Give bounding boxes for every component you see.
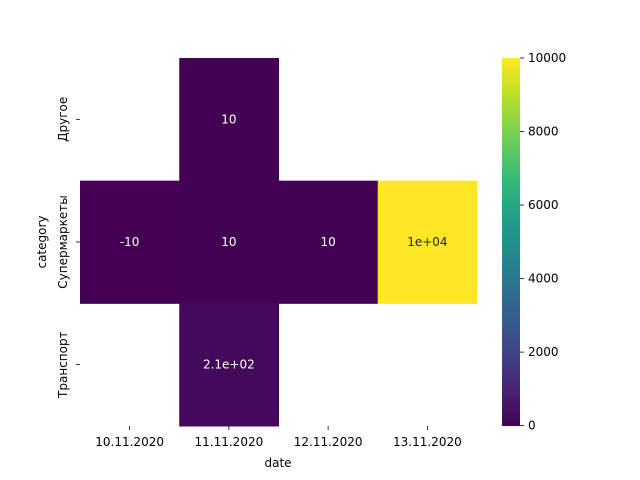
- colorbar-tick-label: 6000: [528, 198, 559, 212]
- heatmap-cell: [179, 58, 279, 182]
- x-axis-label: date: [264, 456, 291, 470]
- y-tick-label: Другое: [56, 97, 70, 142]
- colorbar-gradient: [502, 58, 520, 426]
- heatmap-cell-labels: 10 -10 10 10 1e+04 2.1e+02: [120, 112, 448, 371]
- heatmap-cell: [179, 180, 279, 304]
- y-tick-label: Транспорт: [56, 331, 70, 399]
- x-tick-label: 10.11.2020: [95, 435, 164, 449]
- colorbar-tick-label: 8000: [528, 125, 559, 139]
- heatmap-cell: [80, 180, 180, 304]
- y-tick-label: Супермаркеты: [56, 195, 70, 288]
- x-axis: 10.11.2020 11.11.2020 12.11.2020 13.11.2020: [95, 426, 462, 449]
- cell-value-label: 1e+04: [407, 235, 447, 249]
- x-tick-label: 13.11.2020: [393, 435, 462, 449]
- cell-value-label: 10: [221, 112, 236, 126]
- colorbar: 0 2000 4000 6000 8000 10000: [502, 51, 566, 433]
- x-tick-label: 12.11.2020: [294, 435, 363, 449]
- cell-value-label: 2.1e+02: [203, 358, 255, 372]
- colorbar-tick-label: 4000: [528, 272, 559, 286]
- heatmap-cell: [377, 180, 478, 304]
- colorbar-tick-label: 0: [528, 419, 536, 433]
- x-tick-label: 11.11.2020: [195, 435, 264, 449]
- heatmap-cell: [179, 303, 279, 427]
- heatmap-cells: [80, 58, 478, 427]
- y-axis-label: category: [35, 215, 49, 268]
- cell-value-label: -10: [120, 235, 140, 249]
- colorbar-tick-label: 2000: [528, 345, 559, 359]
- cell-value-label: 10: [221, 235, 236, 249]
- y-axis: Другое Супермаркеты Транспорт: [56, 97, 80, 399]
- cell-value-label: 10: [320, 235, 335, 249]
- colorbar-tick-label: 10000: [528, 51, 566, 65]
- heatmap-cell: [278, 180, 379, 304]
